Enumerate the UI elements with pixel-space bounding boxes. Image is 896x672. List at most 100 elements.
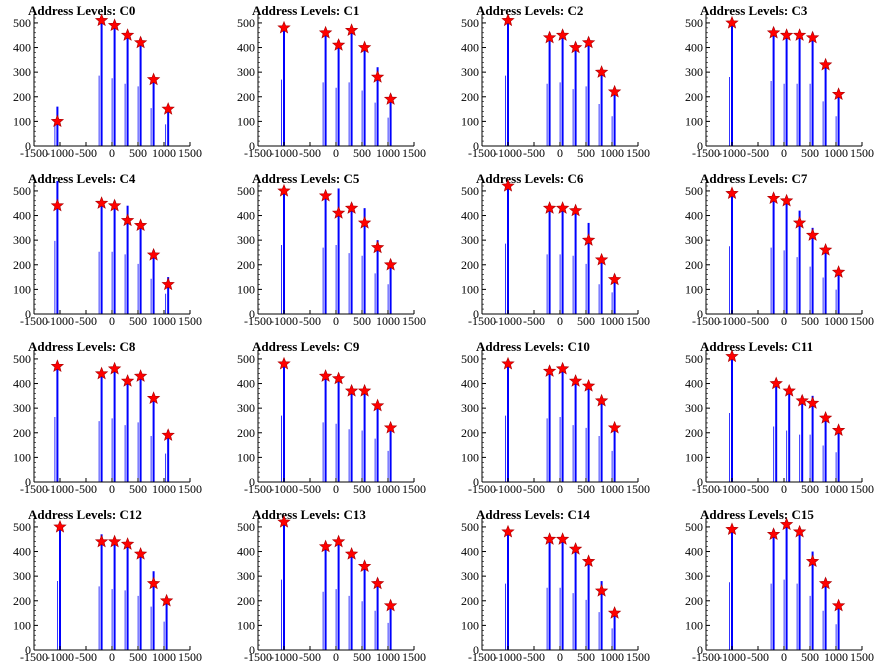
marker-star — [607, 606, 622, 619]
y-tick-label: 0 — [697, 139, 703, 153]
y-tick-label: 200 — [13, 594, 31, 608]
y-tick-label: 300 — [237, 65, 255, 79]
y-tick-label: 300 — [461, 401, 479, 415]
x-tick-label: -500 — [75, 650, 97, 664]
bar — [811, 32, 814, 146]
x-tick-label: 500 — [801, 146, 819, 160]
x-tick-label: 500 — [353, 314, 371, 328]
y-tick-label: 400 — [237, 41, 255, 55]
chart-svg: Address Levels: C90100200300400500-1500-… — [237, 339, 426, 496]
bar — [337, 376, 340, 482]
marker-star — [542, 532, 557, 545]
x-tick-label: 500 — [129, 146, 147, 160]
x-tick-label: -1500 — [692, 314, 720, 328]
bar — [824, 64, 827, 146]
x-tick-label: 1500 — [402, 650, 426, 664]
marker-star — [120, 28, 135, 41]
y-tick-label: 300 — [13, 569, 31, 583]
x-tick-label: -500 — [75, 314, 97, 328]
marker-star — [555, 28, 570, 41]
x-tick-label: 500 — [801, 650, 819, 664]
marker-star — [94, 13, 109, 27]
bar — [824, 578, 827, 650]
marker-star — [344, 23, 359, 36]
y-tick-label: 300 — [685, 569, 703, 583]
bar — [824, 415, 827, 482]
y-tick-label: 100 — [685, 114, 703, 128]
bar — [548, 366, 551, 482]
chart-title: Address Levels: C4 — [28, 171, 136, 186]
y-tick-label: 300 — [13, 233, 31, 247]
marker-star — [581, 378, 596, 392]
bar — [548, 536, 551, 650]
bar — [811, 551, 814, 650]
chart-panel: Address Levels: C13 0 100 200 300 400 500 -1500… — [224, 504, 448, 672]
marker-star — [725, 522, 739, 536]
marker-star — [594, 65, 609, 78]
x-tick-label: 500 — [129, 482, 147, 496]
y-tick-label: 200 — [461, 594, 479, 608]
marker-star — [594, 393, 609, 407]
x-tick-label: -500 — [747, 650, 769, 664]
bar — [574, 546, 577, 650]
bar — [507, 361, 509, 482]
x-tick-label: -500 — [299, 146, 321, 160]
y-tick-label: 100 — [685, 618, 703, 632]
bar — [785, 32, 788, 146]
x-tick-label: -1500 — [468, 146, 496, 160]
chart-title: Address Levels: C13 — [252, 507, 366, 522]
y-tick-label: 500 — [13, 352, 31, 366]
bar — [801, 395, 804, 482]
y-tick-label: 300 — [237, 569, 255, 583]
x-tick-label: -1000 — [494, 314, 522, 328]
marker-star — [568, 542, 583, 555]
x-tick-label: -1500 — [20, 314, 48, 328]
marker-star — [120, 537, 135, 550]
x-tick-label: 0 — [557, 650, 563, 664]
x-tick-label: -500 — [75, 482, 97, 496]
bar — [811, 395, 814, 482]
x-tick-label: 1000 — [824, 650, 848, 664]
x-tick-label: 1000 — [376, 650, 400, 664]
bar — [100, 18, 103, 146]
marker-star — [555, 361, 570, 375]
x-tick-label: -1500 — [244, 146, 272, 160]
y-tick-label: 400 — [685, 545, 703, 559]
x-tick-label: -1000 — [270, 314, 298, 328]
marker-star — [120, 213, 135, 227]
x-tick-label: -1500 — [468, 482, 496, 496]
x-tick-label: 0 — [781, 314, 787, 328]
marker-star — [50, 114, 65, 128]
marker-star — [766, 527, 781, 540]
y-tick-label: 200 — [13, 90, 31, 104]
x-tick-label: -1000 — [46, 482, 74, 496]
x-tick-label: -1000 — [494, 146, 522, 160]
chart-panel: Address Levels: C11 0 100 200 300 400 500 -1500… — [672, 336, 896, 504]
bar — [167, 277, 170, 314]
marker-star — [146, 247, 161, 261]
bar — [165, 598, 168, 650]
chart-panel: Address Levels: C4 0 100 200 300 400 500 -1500-… — [0, 168, 224, 336]
bar — [785, 198, 788, 314]
y-tick-label: 100 — [237, 450, 255, 464]
bar — [167, 106, 170, 146]
marker-star — [94, 196, 109, 209]
bar — [126, 205, 129, 314]
y-tick-label: 500 — [685, 520, 703, 534]
bar — [587, 222, 590, 314]
bar — [837, 603, 840, 650]
x-tick-label: 1500 — [850, 482, 874, 496]
bar — [113, 22, 116, 147]
x-tick-label: 1000 — [824, 482, 848, 496]
bar — [376, 67, 379, 146]
x-tick-label: -500 — [299, 482, 321, 496]
x-tick-label: -1500 — [20, 482, 48, 496]
bar — [600, 581, 603, 650]
bar — [587, 383, 590, 482]
marker-star — [501, 524, 515, 538]
bar — [613, 274, 616, 314]
y-tick-label: 500 — [461, 520, 479, 534]
x-tick-label: 1500 — [850, 146, 874, 160]
y-tick-label: 200 — [237, 594, 255, 608]
marker-star — [277, 514, 291, 528]
